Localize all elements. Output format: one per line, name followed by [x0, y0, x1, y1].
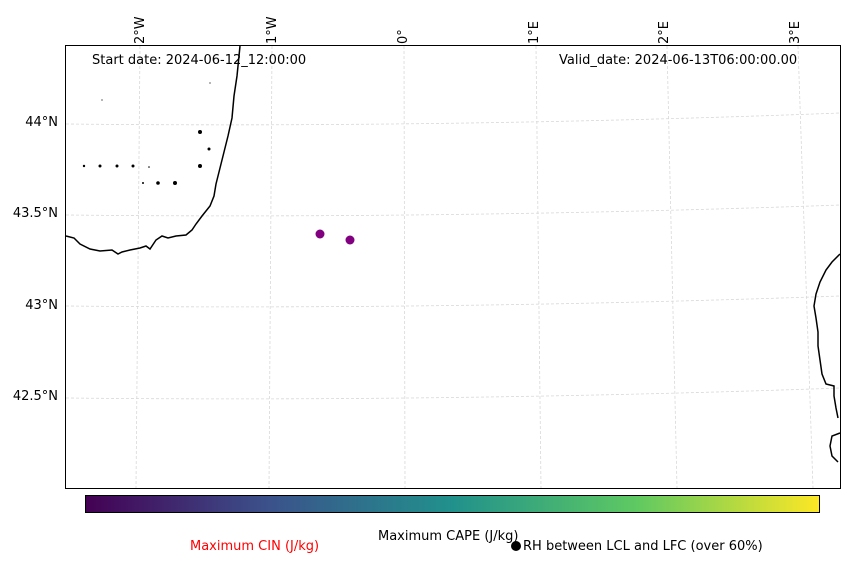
coast-mediterranean-south: [829, 432, 841, 463]
storm-marker: [345, 235, 355, 245]
meridian-0: [403, 45, 406, 489]
island: [173, 181, 177, 185]
island: [209, 82, 211, 84]
island: [148, 166, 150, 168]
storm-marker: [315, 229, 325, 239]
meridian-2w: [135, 45, 141, 489]
lat-label-44n: 44°N: [25, 115, 58, 130]
lon-label-3e: 3°E: [788, 21, 803, 44]
parallel-43-5n: [65, 204, 841, 217]
island: [198, 130, 202, 134]
valid-date: Valid_date: 2024-06-13T06:00:00.00: [559, 53, 798, 68]
island: [131, 164, 135, 168]
meridian-1w: [268, 45, 273, 489]
coastline: [65, 45, 841, 463]
lon-label-1e: 1°E: [527, 21, 542, 44]
map-frame: [65, 45, 841, 489]
lon-label-0: 0°: [396, 29, 411, 44]
lat-label-42-5n: 42.5°N: [12, 389, 58, 404]
meridian-3e: [797, 45, 814, 489]
rh-legend: RH between LCL and LFC (over 60%): [511, 540, 763, 553]
rh-legend-label: RH between LCL and LFC (over 60%): [523, 539, 763, 554]
coast-mediterranean: [813, 253, 841, 419]
coast-bay-of-biscay: [65, 45, 241, 255]
parallel-43n: [65, 295, 841, 308]
island: [98, 164, 102, 168]
island: [207, 147, 211, 151]
island: [115, 164, 119, 168]
island: [101, 99, 103, 101]
island: [198, 164, 202, 168]
island: [156, 181, 160, 185]
lon-label-1w: 1°W: [265, 16, 280, 44]
islands: [82, 82, 211, 185]
graticule: [65, 45, 841, 489]
meridian-1e: [535, 45, 542, 489]
start-date: Start date: 2024-06-12_12:00:00: [92, 53, 307, 68]
parallel-42-5n: [65, 387, 841, 400]
markers: [315, 229, 355, 245]
island: [142, 182, 144, 184]
lat-label-43-5n: 43.5°N: [12, 206, 58, 221]
rh-dot-icon: [511, 541, 521, 551]
cape-colorbar: [85, 495, 820, 513]
parallel-44n: [65, 112, 841, 126]
lat-label-43n: 43°N: [25, 298, 58, 313]
cin-legend-label: Maximum CIN (J/kg): [190, 539, 320, 554]
island: [82, 164, 86, 168]
lon-label-2w: 2°W: [133, 16, 148, 44]
colorbar-label: Maximum CAPE (J/kg): [378, 529, 519, 544]
meridian-2e: [666, 45, 678, 489]
lon-label-2e: 2°E: [657, 21, 672, 44]
